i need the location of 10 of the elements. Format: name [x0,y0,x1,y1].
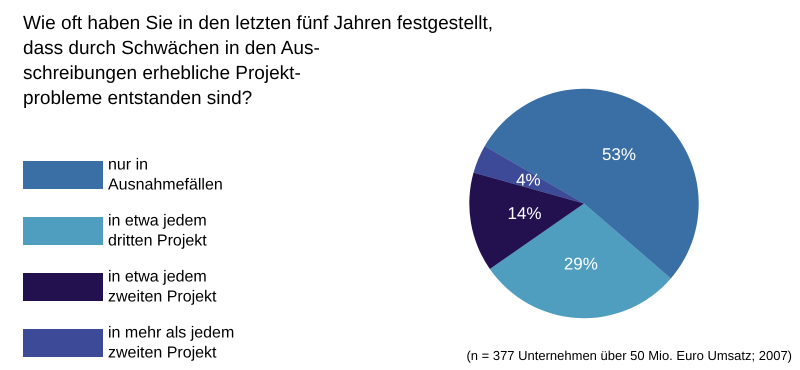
legend-label: in etwa jedem zweiten Projekt [108,268,218,306]
data-label: 53% [602,144,636,164]
data-label: 4% [516,170,541,190]
legend-label: in mehr als jedem zweiten Projekt [108,324,239,362]
legend-label: nur in Ausnahmefällen [108,156,223,194]
data-label: 29% [564,254,598,274]
data-label: 14% [507,204,542,224]
chart-title: Wie oft haben Sie in den letzten fünf Jahren festgestellt, dass durch Schwächen in den Aus- schreibungen erhebliche Projekt- probleme entstanden sind? [23,13,494,109]
text: (n = 377 Unternehmen über 50 Mio. Euro Umsatz; 2007) [466,348,792,363]
legend-label: in etwa jedem dritten Projekt [108,212,212,250]
